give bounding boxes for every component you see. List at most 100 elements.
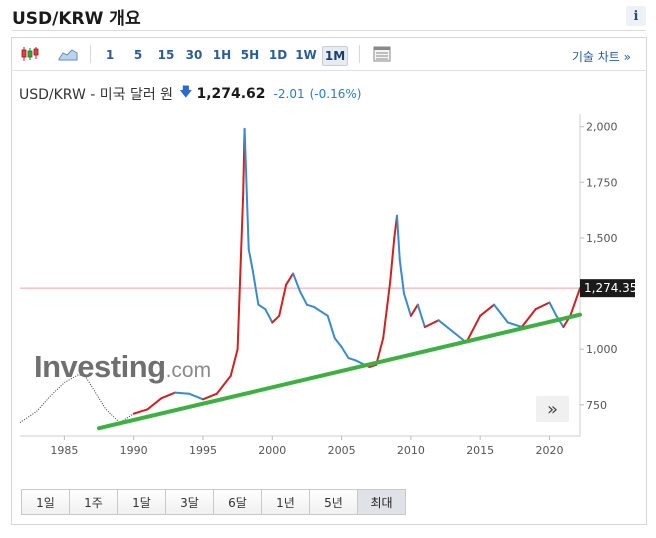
y-tick-label: 1,750 xyxy=(586,176,618,189)
range-1w[interactable]: 1주 xyxy=(69,489,118,515)
y-tick-label: 1,500 xyxy=(586,232,618,245)
price-segment-up xyxy=(229,348,239,377)
y-tick-label: 750 xyxy=(586,399,607,412)
price-segment-up xyxy=(465,314,482,344)
candlestick-icon[interactable] xyxy=(19,45,41,63)
price-segment-up xyxy=(520,308,537,328)
price-segment-down xyxy=(396,214,401,262)
x-tick-label: 1990 xyxy=(120,444,148,457)
timeframe-1[interactable]: 1 xyxy=(105,48,115,62)
quote-name: USD/KRW - 미국 달러 원 xyxy=(19,87,174,103)
quote-change: -2.01 xyxy=(273,87,305,101)
current-price-tag-label: 1,274.35 xyxy=(584,281,637,295)
price-segment-up xyxy=(132,408,149,415)
price-segment-down xyxy=(403,292,412,317)
price-segment-up xyxy=(271,314,281,324)
scroll-right-button[interactable]: » xyxy=(536,396,569,422)
price-segment-down xyxy=(174,391,191,395)
range-selector: 1일 1주 1달 3달 6달 1년 5년 최대 xyxy=(21,489,406,515)
price-segment-down xyxy=(264,308,274,324)
price-segment-down xyxy=(188,392,204,401)
current-price-tag: 1,274.35 xyxy=(580,279,637,298)
range-1y[interactable]: 1년 xyxy=(261,489,310,515)
price-segment-up xyxy=(389,236,396,284)
y-tick-label: 1,000 xyxy=(586,343,618,356)
price-segment-down xyxy=(292,272,301,293)
timeframe-15[interactable]: 15 xyxy=(157,48,175,62)
tech-chart-link[interactable]: 기술 차트 » xyxy=(571,50,631,64)
area-chart-icon[interactable] xyxy=(57,45,79,63)
price-segment-up xyxy=(236,192,245,351)
price-segment-down xyxy=(506,321,523,328)
price-segment-up xyxy=(278,283,288,317)
price-segment-up xyxy=(202,392,218,401)
price-segment-down xyxy=(243,127,250,251)
price-segment-up xyxy=(375,337,385,366)
x-tick-label: 2020 xyxy=(536,444,564,457)
price-segment-up xyxy=(479,303,496,317)
price-segment-down xyxy=(312,305,329,317)
price-segment-up xyxy=(368,363,378,368)
price-segment-up xyxy=(285,272,295,286)
price-segment-up xyxy=(534,301,551,311)
range-6m[interactable]: 6달 xyxy=(213,489,262,515)
x-tick-label: 2000 xyxy=(258,444,286,457)
price-segment-down xyxy=(347,357,357,362)
price-segment-up xyxy=(160,391,177,400)
info-icon[interactable]: i xyxy=(626,6,646,26)
x-tick-label: 2010 xyxy=(397,444,425,457)
logo-suffix: .com xyxy=(165,359,212,382)
timeframe-5h[interactable]: 5H xyxy=(240,48,260,62)
down-arrow-icon: 🡇 xyxy=(179,85,193,100)
price-segment-down xyxy=(437,319,454,333)
price-segment-up xyxy=(382,281,392,340)
support-trendline xyxy=(97,312,582,431)
price-segment-down xyxy=(247,248,254,273)
toolbar-separator xyxy=(90,45,91,63)
price-segment-up xyxy=(215,374,232,395)
logo-text: Investing xyxy=(34,349,166,384)
x-tick-label: 2005 xyxy=(328,444,356,457)
chart-panel xyxy=(11,37,647,525)
price-segment-down xyxy=(251,270,260,306)
range-5y[interactable]: 5년 xyxy=(309,489,358,515)
price-segment-down xyxy=(398,259,405,295)
y-tick-label: 2,000 xyxy=(586,121,618,134)
range-1d[interactable]: 1일 xyxy=(21,489,70,515)
price-segment-up xyxy=(409,303,419,317)
table-view-icon[interactable] xyxy=(371,45,393,63)
x-tick-label: 2015 xyxy=(466,444,494,457)
timeframe-30[interactable]: 30 xyxy=(185,48,203,62)
timeframe-1h[interactable]: 1H xyxy=(212,48,232,62)
investing-logo: Investing .com xyxy=(34,349,211,385)
range-1m[interactable]: 1달 xyxy=(117,489,166,515)
range-3m[interactable]: 3달 xyxy=(165,489,214,515)
price-segment-up xyxy=(569,287,581,317)
price-segment-down xyxy=(340,346,350,360)
x-tick-label: 1995 xyxy=(189,444,217,457)
title-divider xyxy=(12,30,646,31)
historical-series-line xyxy=(19,374,134,424)
price-segment-up xyxy=(423,319,440,328)
chart-toolbar: 1 5 15 30 1H 5H 1D 1W 1M 기술 차트 » xyxy=(11,37,647,71)
price-segment-down xyxy=(299,290,308,306)
quote-change-pct: (-0.16%) xyxy=(309,87,362,101)
page-title: USD/KRW 개요 xyxy=(12,9,141,29)
toolbar-separator xyxy=(359,45,360,63)
price-segment-down xyxy=(493,303,509,324)
price-segment-up xyxy=(146,397,163,411)
timeframe-1w[interactable]: 1W xyxy=(295,48,317,62)
price-segment-down xyxy=(257,303,267,311)
timeframe-1m[interactable]: 1M xyxy=(322,46,348,66)
timeframe-1d[interactable]: 1D xyxy=(268,48,288,62)
price-segment-down xyxy=(305,303,315,308)
price-segment-down xyxy=(548,301,558,317)
range-max[interactable]: 최대 xyxy=(357,489,406,515)
timeframe-5[interactable]: 5 xyxy=(133,48,143,62)
quote-line: USD/KRW - 미국 달러 원 🡇 1,274.62 -2.01 (-0.1… xyxy=(19,83,361,105)
price-segment-down xyxy=(333,337,343,348)
x-tick-label: 1985 xyxy=(50,444,78,457)
price-segment-down xyxy=(326,314,336,340)
